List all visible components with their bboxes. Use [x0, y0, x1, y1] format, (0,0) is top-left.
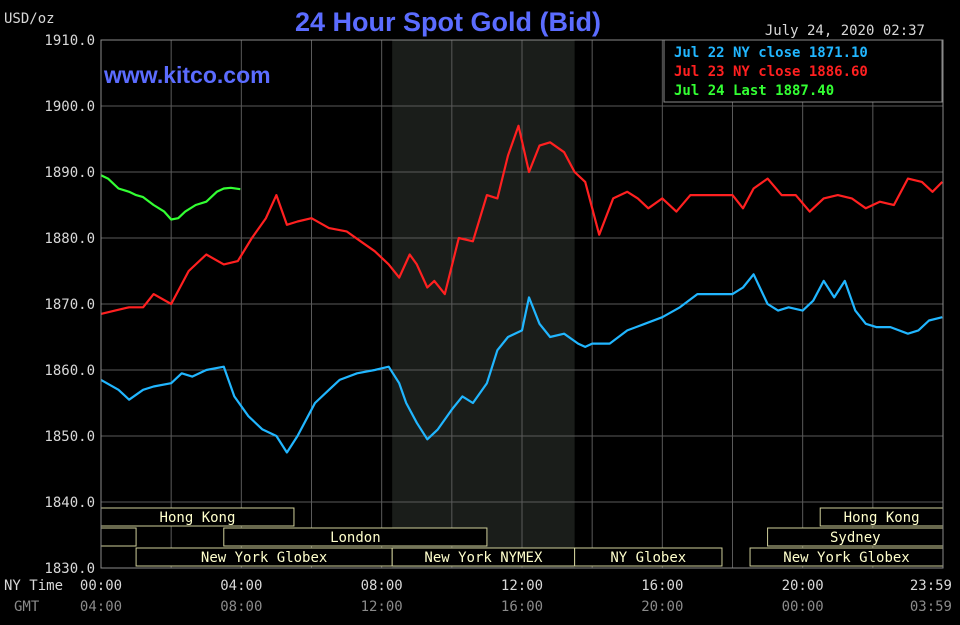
x-tick-label-gmt: 03:59 — [910, 599, 952, 615]
market-sessions: Hong Kong Hong Kong London Sydney New York G… — [100, 507, 944, 567]
market-session-label: Hong Kong — [160, 510, 236, 526]
x-tick-label-gmt: 00:00 — [782, 599, 824, 615]
y-tick-label: 1830.0 — [44, 561, 95, 577]
y-tick-label: 1900.0 — [44, 99, 95, 115]
x-tick-label-gmt: 12:00 — [361, 599, 403, 615]
x-tick-label-ny: 00:00 — [80, 578, 122, 594]
y-tick-label: 1890.0 — [44, 165, 95, 181]
y-tick-label: 1850.0 — [44, 429, 95, 445]
chart-title: 24 Hour Spot Gold (Bid) — [295, 7, 601, 37]
x-tick-label-gmt: 20:00 — [641, 599, 683, 615]
market-session-label: Hong Kong — [844, 510, 920, 526]
x-axis-row-label-ny: NY Time — [4, 578, 63, 594]
x-tick-label-ny: 08:00 — [361, 578, 403, 594]
market-session-box — [223, 527, 488, 547]
unit-label: USD/oz — [4, 11, 55, 27]
market-session-label: New York NYMEX — [424, 550, 543, 566]
legend: Jul 22 NY close 1871.10 Jul 23 NY close … — [663, 39, 943, 103]
watermark: www.kitco.com — [103, 62, 271, 88]
y-tick-label: 1870.0 — [44, 297, 95, 313]
y-tick-label: 1840.0 — [44, 495, 95, 511]
series-line-jul-23 — [100, 124, 944, 315]
x-tick-label-ny: 20:00 — [782, 578, 824, 594]
x-axis-tick-labels: 00:00 04:00 08:00 12:00 16:00 20:00 23:59 04:00… — [80, 578, 952, 615]
timestamp: July 24, 2020 02:37 — [765, 23, 925, 39]
market-session-label: New York Globex — [783, 550, 909, 566]
y-tick-label: 1910.0 — [44, 33, 95, 49]
market-session-box — [574, 547, 723, 567]
x-axis-row-label-gmt: GMT — [14, 599, 40, 615]
x-tick-label-ny: 23:59 — [910, 578, 952, 594]
legend-entry-jul22: Jul 22 NY close 1871.10 — [674, 45, 868, 61]
market-session-label: NY Globex — [610, 550, 686, 566]
plot-frame — [100, 39, 944, 569]
legend-entry-jul24: Jul 24 Last 1887.40 — [674, 83, 834, 99]
grid — [101, 39, 943, 569]
series-lines — [100, 124, 944, 454]
x-tick-label-gmt: 08:00 — [220, 599, 262, 615]
x-tick-label-ny: 16:00 — [641, 578, 683, 594]
x-tick-label-ny: 04:00 — [220, 578, 262, 594]
market-session-label: New York Globex — [201, 550, 327, 566]
market-session-label: London — [330, 530, 381, 546]
y-axis-tick-labels: 1910.0 1900.0 1890.0 1880.0 1870.0 1860.0 1850… — [44, 33, 95, 577]
y-tick-label: 1860.0 — [44, 363, 95, 379]
legend-box — [663, 39, 943, 103]
y-tick-label: 1880.0 — [44, 231, 95, 247]
x-tick-label-gmt: 16:00 — [501, 599, 543, 615]
x-tick-label-ny: 12:00 — [501, 578, 543, 594]
legend-entry-jul23: Jul 23 NY close 1886.60 — [674, 64, 868, 80]
market-session-label: Sydney — [830, 530, 881, 546]
series-line-jul-22 — [100, 273, 943, 454]
series-line-jul-24 — [100, 174, 241, 221]
market-session-box — [100, 527, 137, 547]
x-tick-label-gmt: 04:00 — [80, 599, 122, 615]
